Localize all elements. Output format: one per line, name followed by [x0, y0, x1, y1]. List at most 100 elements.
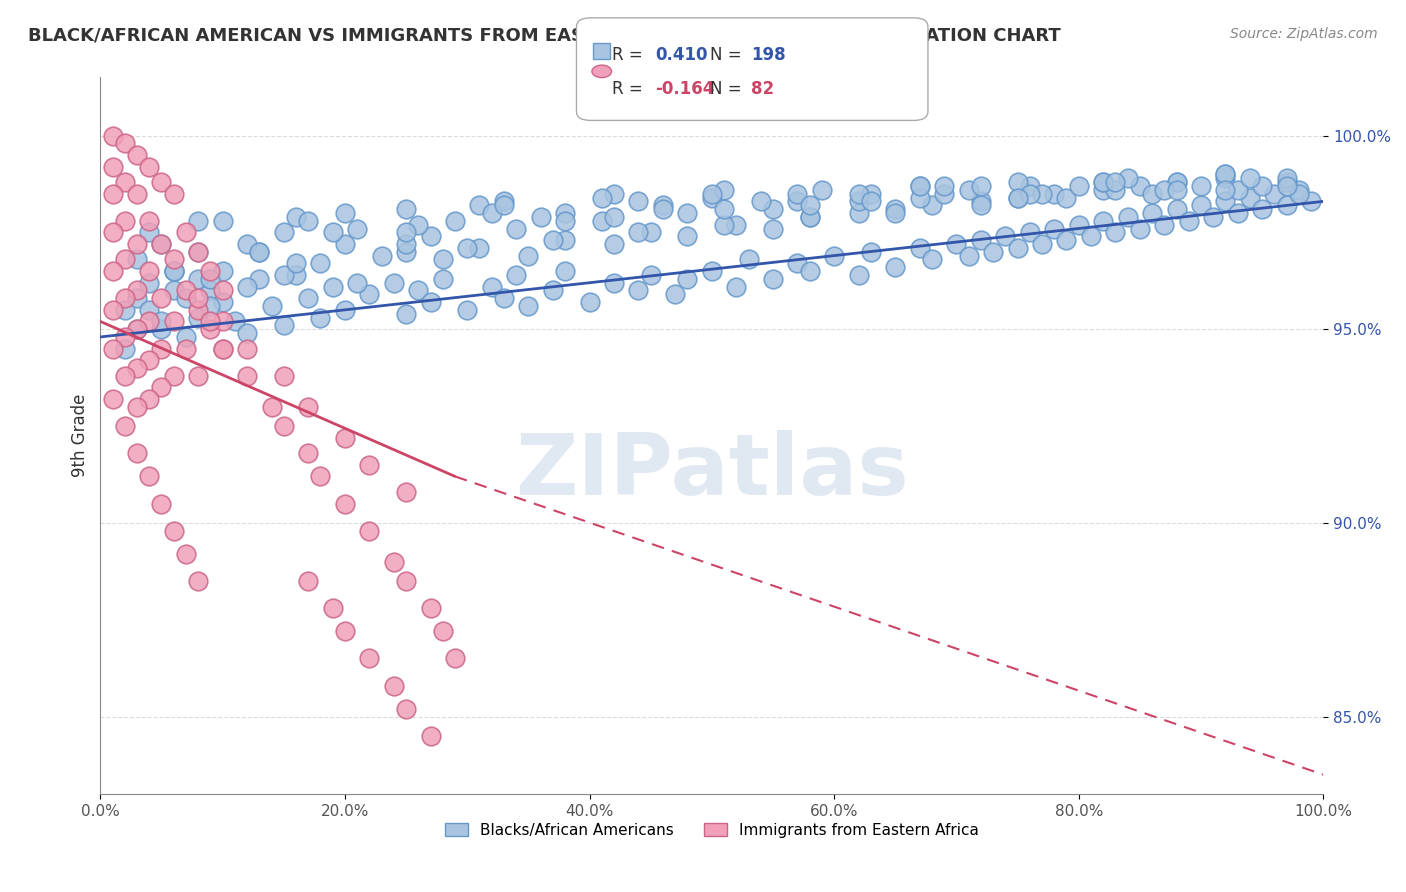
Point — [285, 210, 308, 224]
Point — [125, 360, 148, 375]
Point — [114, 136, 136, 151]
Point — [444, 213, 467, 227]
Point — [1092, 175, 1115, 189]
Point — [1153, 183, 1175, 197]
Point — [725, 218, 748, 232]
Point — [359, 651, 381, 665]
Point — [1092, 213, 1115, 227]
Point — [432, 624, 454, 639]
Point — [541, 284, 564, 298]
Point — [114, 342, 136, 356]
Point — [138, 314, 160, 328]
Point — [101, 160, 124, 174]
Point — [908, 178, 931, 193]
Point — [273, 226, 295, 240]
Point — [1140, 206, 1163, 220]
Point — [1226, 183, 1249, 197]
Point — [799, 198, 821, 212]
Point — [101, 128, 124, 143]
Point — [114, 213, 136, 227]
Point — [1239, 171, 1261, 186]
Point — [346, 221, 368, 235]
Point — [1018, 226, 1040, 240]
Point — [174, 342, 197, 356]
Point — [859, 244, 882, 259]
Point — [981, 244, 1004, 259]
Point — [725, 279, 748, 293]
Point — [1104, 183, 1126, 197]
Point — [114, 330, 136, 344]
Point — [273, 318, 295, 333]
Point — [848, 206, 870, 220]
Point — [163, 284, 186, 298]
Point — [333, 431, 356, 445]
Point — [848, 186, 870, 201]
Point — [603, 237, 626, 252]
Point — [395, 307, 418, 321]
Point — [138, 213, 160, 227]
Point — [150, 175, 173, 189]
Point — [174, 226, 197, 240]
Point — [492, 291, 515, 305]
Point — [1031, 186, 1053, 201]
Point — [1275, 171, 1298, 186]
Point — [309, 310, 332, 325]
Point — [236, 368, 259, 383]
Point — [1056, 190, 1078, 204]
Point — [823, 249, 845, 263]
Point — [676, 229, 699, 244]
Point — [970, 198, 993, 212]
Point — [125, 446, 148, 460]
Point — [408, 218, 430, 232]
Point — [1067, 178, 1090, 193]
Point — [651, 202, 673, 216]
Point — [1177, 213, 1199, 227]
Point — [247, 244, 270, 259]
Point — [125, 148, 148, 162]
Point — [322, 226, 344, 240]
Point — [273, 419, 295, 434]
Point — [786, 186, 808, 201]
Point — [163, 264, 186, 278]
Point — [125, 400, 148, 414]
Point — [603, 186, 626, 201]
Point — [700, 186, 723, 201]
Point — [125, 322, 148, 336]
Point — [578, 295, 600, 310]
Point — [125, 322, 148, 336]
Point — [884, 260, 907, 275]
Point — [762, 202, 785, 216]
Point — [664, 287, 686, 301]
Point — [529, 210, 551, 224]
Point — [1288, 183, 1310, 197]
Point — [200, 299, 222, 313]
Point — [138, 264, 160, 278]
Text: R =: R = — [612, 46, 648, 64]
Point — [395, 244, 418, 259]
Point — [481, 206, 503, 220]
Point — [297, 291, 319, 305]
Text: R =: R = — [612, 80, 648, 98]
Point — [150, 342, 173, 356]
Point — [138, 226, 160, 240]
Point — [1043, 221, 1066, 235]
Point — [799, 264, 821, 278]
Point — [517, 299, 540, 313]
Point — [125, 237, 148, 252]
Point — [150, 237, 173, 252]
Point — [492, 198, 515, 212]
Point — [419, 229, 441, 244]
Point — [333, 206, 356, 220]
Point — [1263, 186, 1285, 201]
Text: N =: N = — [710, 80, 747, 98]
Point — [676, 206, 699, 220]
Point — [799, 210, 821, 224]
Text: N =: N = — [710, 46, 747, 64]
Point — [492, 194, 515, 209]
Point — [848, 268, 870, 282]
Text: -0.164: -0.164 — [655, 80, 714, 98]
Point — [627, 284, 650, 298]
Point — [1080, 229, 1102, 244]
Point — [1116, 171, 1139, 186]
Point — [138, 469, 160, 483]
